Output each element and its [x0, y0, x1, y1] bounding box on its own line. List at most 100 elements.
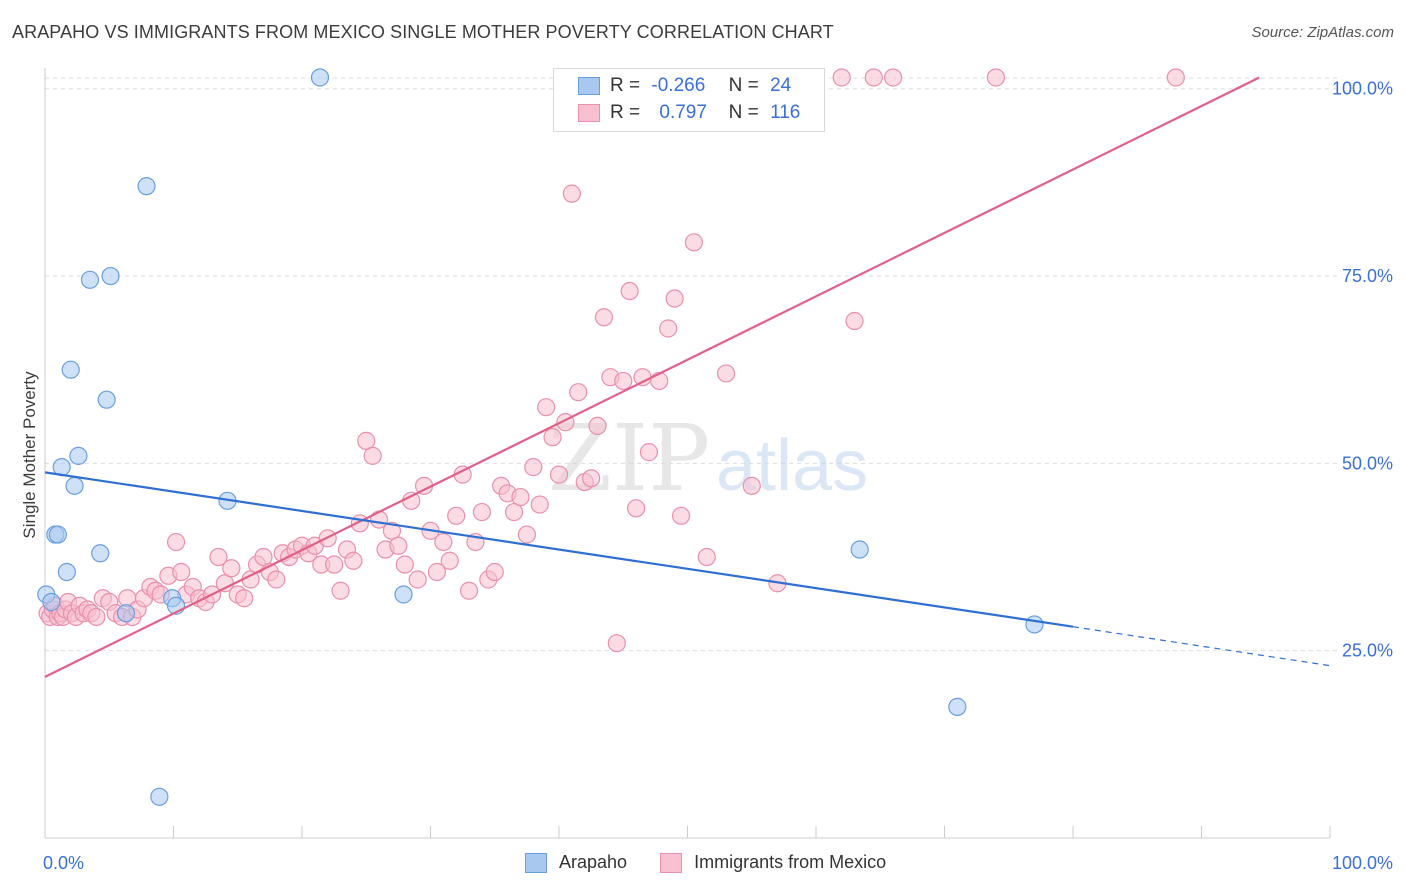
source-label: Source: ZipAtlas.com — [1251, 24, 1394, 41]
mexico-point — [582, 469, 601, 488]
mexico-point — [395, 555, 414, 574]
mexico-point — [537, 398, 556, 417]
mexico-point — [235, 589, 254, 608]
mexico-point — [166, 532, 186, 552]
arapaho-point — [80, 270, 100, 289]
legend-swatch-mexico — [660, 853, 683, 874]
mexico-point — [447, 506, 466, 525]
arapaho-point — [394, 585, 413, 604]
legend-item-mexico: Immigrants from Mexico — [660, 852, 887, 874]
watermark-zip: ZIP — [548, 405, 710, 512]
watermark-atlas: atlas — [716, 426, 868, 506]
mexico-point — [402, 491, 421, 510]
arapaho-point — [61, 360, 80, 379]
mexico-point — [389, 536, 408, 555]
arapaho-point — [116, 604, 136, 623]
arapaho-point — [69, 446, 88, 465]
mexico-point — [594, 308, 614, 327]
mexico-point — [549, 465, 569, 484]
correlation-legend: R = -0.266 N = 24 R = 0.797 N = 116 — [553, 68, 825, 132]
mexico-point — [845, 311, 864, 331]
mexico-point — [530, 495, 549, 514]
mexico-point — [883, 68, 903, 87]
mexico-point — [325, 555, 344, 574]
mexico-point — [331, 581, 350, 600]
mexico-point — [472, 502, 491, 522]
arapaho-point — [101, 266, 120, 286]
mexico-point — [697, 547, 716, 567]
mexico-point — [485, 562, 504, 582]
mexico-point — [614, 371, 633, 391]
arapaho-point — [57, 562, 76, 582]
legend-swatch-mexico — [578, 103, 600, 122]
arapaho-trend-line — [44, 471, 1074, 628]
arapaho-point — [65, 476, 84, 495]
legend-n-value: 116 — [770, 102, 801, 123]
y-tick-label: 75.0% — [1342, 266, 1393, 286]
mexico-point — [986, 68, 1006, 87]
y-tick-label: 100.0% — [1332, 79, 1393, 99]
mexico-point — [408, 570, 427, 589]
mexico-point — [382, 521, 402, 540]
legend-n-label: N = — [728, 75, 759, 96]
y-axis-label: Single Mother Poverty — [20, 371, 39, 539]
trend-layer — [44, 76, 1331, 678]
mexico-point — [267, 570, 286, 589]
watermark: ZIP atlas — [548, 405, 868, 512]
arapaho-point — [948, 697, 967, 716]
mexico-point — [543, 428, 562, 447]
legend-swatch-arapaho — [578, 76, 600, 95]
mexico-point — [832, 68, 851, 87]
mexico-point — [344, 551, 363, 570]
legend-row-mexico: R = 0.797 N = 116 — [578, 102, 800, 126]
legend-label-mexico: Immigrants from Mexico — [694, 852, 887, 872]
mexico-point — [562, 184, 581, 203]
mexico-point — [254, 547, 273, 567]
arapaho-point — [137, 177, 156, 196]
y-tick-label: 50.0% — [1342, 453, 1393, 473]
mexico-point — [434, 532, 453, 552]
mexico-point — [864, 68, 883, 87]
mexico-point — [588, 416, 607, 436]
x-tick-label: 100.0% — [1332, 853, 1393, 873]
mexico-point — [517, 525, 536, 544]
mexico-point — [671, 506, 691, 525]
mexico-point — [659, 319, 678, 338]
arapaho-point — [91, 544, 110, 563]
legend-label-arapaho: Arapaho — [559, 852, 628, 872]
y-tick-label: 25.0% — [1342, 641, 1393, 661]
legend-item-arapaho: Arapaho — [525, 852, 628, 874]
legend-row-arapaho: R = -0.266 N = 24 — [578, 75, 791, 99]
mexico-point — [363, 446, 382, 465]
mexico-point — [716, 364, 736, 383]
mexico-point — [222, 559, 241, 578]
mexico-point — [742, 476, 761, 495]
tick-label-layer: 25.0% 50.0% 75.0% 100.0% 0.0% 100.0% — [43, 79, 1393, 873]
arapaho-point — [97, 390, 116, 409]
x-tick-label: 0.0% — [43, 853, 84, 873]
mexico-point — [650, 371, 669, 391]
series-mexico-points — [38, 68, 1185, 653]
series-legend: Arapaho Immigrants from Mexico — [525, 852, 914, 874]
mexico-point — [357, 431, 376, 450]
arapaho-point — [850, 540, 869, 559]
legend-swatch-arapaho — [525, 853, 547, 874]
mexico-point — [459, 581, 479, 600]
arapaho-point — [1025, 615, 1044, 634]
mexico-point — [665, 289, 684, 308]
legend-n-label: N = — [728, 102, 759, 123]
mexico-point — [209, 547, 228, 567]
series-arapaho-points — [37, 68, 1044, 806]
chart-title: ARAPAHO VS IMMIGRANTS FROM MEXICO SINGLE… — [12, 22, 834, 42]
mexico-point — [1166, 68, 1185, 87]
mexico-point — [607, 634, 626, 653]
mexico-point — [427, 562, 447, 582]
mexico-point — [172, 562, 191, 582]
axis-layer — [44, 68, 1331, 839]
legend-r-label: R = — [610, 75, 641, 96]
arapaho-point — [48, 525, 67, 544]
legend-r-label: R = — [610, 102, 641, 123]
mexico-point — [684, 233, 704, 252]
mexico-point — [504, 502, 524, 522]
